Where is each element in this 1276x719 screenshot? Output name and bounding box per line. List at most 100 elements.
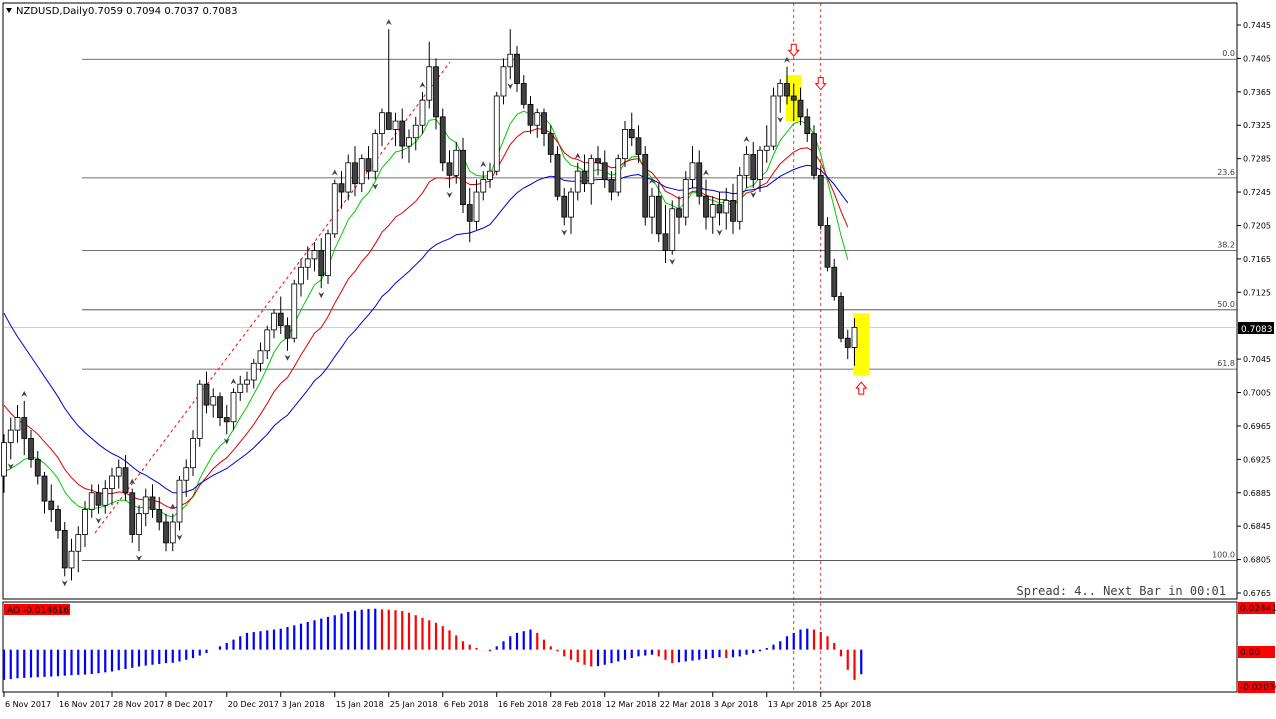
candle	[568, 187, 574, 234]
candle-body	[743, 154, 750, 176]
candle-body	[385, 112, 392, 130]
candle-body	[210, 396, 217, 406]
candle-body	[736, 174, 743, 222]
candle	[163, 513, 169, 552]
candle	[372, 129, 379, 180]
candle	[257, 342, 264, 372]
candle	[541, 108, 547, 147]
candle-body	[446, 162, 453, 176]
time-tick-label: 20 Dec 2017	[228, 700, 279, 709]
candle	[102, 480, 109, 514]
candle	[723, 187, 730, 230]
candle	[385, 29, 392, 130]
candle	[777, 79, 784, 113]
candle	[817, 167, 824, 230]
candle-body	[34, 458, 41, 477]
candle	[34, 451, 41, 485]
candle	[797, 87, 804, 126]
candle	[743, 146, 750, 188]
candle	[95, 484, 102, 514]
candle-body	[82, 509, 88, 535]
fractal-up-icon	[419, 81, 426, 88]
candle-body	[223, 417, 230, 423]
candle	[507, 29, 514, 80]
fractal-up-icon	[331, 169, 338, 176]
candle-body	[21, 417, 28, 439]
candle-body	[230, 392, 237, 423]
candle-body	[433, 66, 439, 118]
ao-zero-box	[1238, 646, 1275, 658]
candle-body	[379, 112, 385, 134]
candle	[588, 154, 595, 205]
price-tick-label: 0.7365	[1243, 88, 1271, 97]
candle	[534, 108, 541, 138]
candle	[244, 371, 250, 393]
candle-body	[851, 326, 858, 348]
candle	[595, 146, 601, 176]
candle	[439, 108, 446, 172]
candle-body	[163, 521, 169, 544]
candle	[487, 162, 493, 188]
candle-body	[304, 258, 311, 268]
fib-label: 23.6	[1217, 168, 1235, 177]
candle-body	[203, 383, 210, 406]
candle-body	[541, 112, 547, 134]
price-tick-label: 0.6805	[1243, 556, 1271, 565]
candle-body	[48, 500, 55, 510]
candle	[399, 108, 406, 159]
price-tick-label: 0.7325	[1243, 121, 1271, 130]
candle	[271, 309, 277, 339]
candle-body	[399, 120, 406, 147]
candle	[520, 75, 527, 109]
candle	[264, 325, 271, 360]
candle	[68, 538, 75, 581]
ao-lower-box	[1238, 681, 1275, 693]
fractal-down-icon	[136, 555, 142, 562]
candle-body	[264, 329, 271, 352]
candle-body	[250, 362, 257, 381]
candle	[156, 496, 163, 531]
candle-body	[291, 283, 298, 339]
current-price-label: 0.7083	[1241, 325, 1273, 335]
candle-body	[372, 133, 379, 172]
candle	[1, 434, 7, 493]
candle-body	[325, 233, 331, 276]
fib-label: 38.2	[1217, 241, 1235, 250]
candle	[730, 183, 736, 234]
candle-body	[703, 195, 709, 218]
candle	[601, 150, 608, 188]
symbol-menu-triangle-icon[interactable]	[6, 8, 12, 13]
candle-body	[75, 534, 82, 552]
candle	[237, 375, 244, 401]
candle	[82, 501, 88, 548]
price-tick-label: 0.6845	[1243, 522, 1271, 531]
signal-down-arrow-icon	[787, 43, 800, 58]
fractal-up-icon	[21, 390, 28, 397]
time-tick-label: 25 Jan 2018	[390, 700, 438, 709]
candle-body	[493, 95, 500, 172]
candle	[419, 91, 426, 134]
candle-body	[41, 475, 48, 502]
candle-body	[554, 154, 561, 197]
candle-body	[723, 200, 730, 214]
candle-body	[439, 116, 446, 164]
candle-body	[642, 154, 649, 218]
candle-body	[28, 438, 34, 460]
candle	[655, 183, 662, 243]
ao-zero-label: 0.00	[1240, 648, 1260, 658]
candle	[325, 229, 331, 284]
candle-body	[696, 162, 703, 197]
candle	[48, 484, 55, 522]
fractal-up-icon	[743, 136, 750, 143]
candle	[831, 258, 838, 301]
candle	[838, 292, 844, 343]
fib-trendline	[94, 61, 451, 534]
candle-body	[7, 429, 14, 444]
symbol-label: NZDUSD,Daily	[16, 6, 88, 17]
candle	[824, 217, 831, 272]
price-tick-label: 0.7005	[1243, 389, 1271, 398]
candle-body	[311, 250, 318, 260]
candle-body	[750, 154, 757, 180]
signal-up-arrow-icon	[855, 381, 868, 395]
